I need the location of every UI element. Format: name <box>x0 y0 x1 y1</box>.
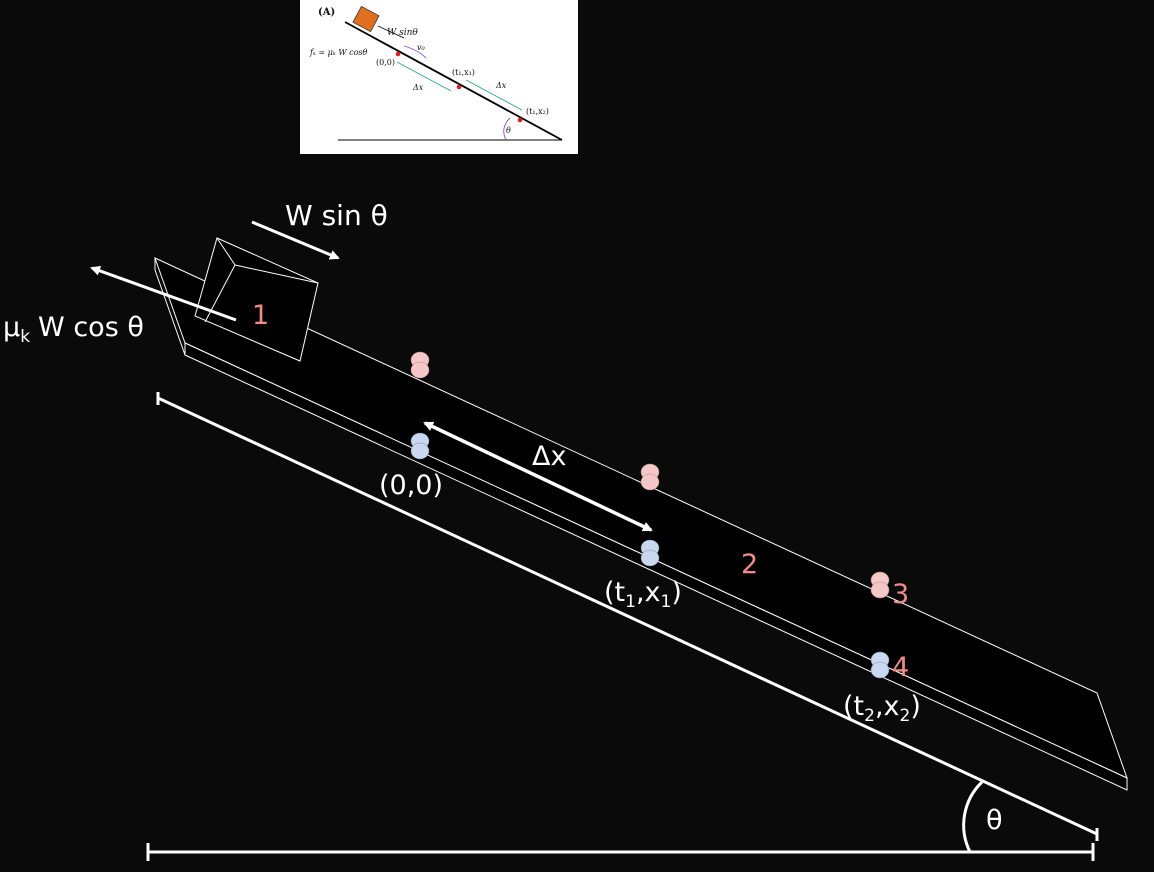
sliding-block <box>194 237 319 362</box>
p1-t: (t <box>604 577 625 608</box>
pink-marker-1 <box>410 351 430 379</box>
point-1-label: (t1,x1) <box>604 577 682 612</box>
p2-sub-t: 2 <box>864 706 875 726</box>
reference-figure-inset: (A) W sinθ v₀ fₖ = μₖ W cosθ (0,0) (t₁,x… <box>300 0 578 154</box>
pink-marker-2 <box>640 463 660 491</box>
wsin-label: W sin θ <box>285 199 388 232</box>
delta-x-label: Δx <box>532 441 566 472</box>
pink-marker-3 <box>870 571 890 599</box>
block-edge-3 <box>204 264 236 323</box>
inset-panel-label: (A) <box>318 7 335 18</box>
inset-point-origin <box>395 51 401 57</box>
inset-dx-arrow-2 <box>465 79 523 111</box>
number-4: 4 <box>892 652 909 683</box>
p1-sub-t: 1 <box>625 592 636 612</box>
block-edge-2 <box>234 264 319 284</box>
inset-incline-line <box>344 21 563 141</box>
inset-v0-label: v₀ <box>417 43 426 52</box>
inset-dx-label-1: Δx <box>412 83 424 92</box>
p2-x: ,x <box>875 691 900 722</box>
inset-dx-label-2: Δx <box>495 81 507 90</box>
blue-marker-1 <box>640 539 660 567</box>
number-2: 2 <box>741 549 758 580</box>
inset-origin-label: (0,0) <box>376 58 395 67</box>
inset-point-2 <box>517 117 523 123</box>
inset-wsin-label: W sinθ <box>387 28 418 38</box>
origin-label: (0,0) <box>379 470 443 501</box>
p2-t: (t <box>843 691 864 722</box>
inset-dx-arrow-1 <box>396 61 452 92</box>
block-outline <box>194 237 319 362</box>
mu-subscript: k <box>20 327 30 347</box>
blue-marker-origin <box>410 432 430 460</box>
inset-v0-arrow <box>403 45 427 59</box>
base-dimension-line <box>146 843 1095 861</box>
inset-diagram: (A) W sinθ v₀ fₖ = μₖ W cosθ (0,0) (t₁,x… <box>309 5 563 141</box>
p1-x: ,x <box>636 577 661 608</box>
wsin-arrow <box>251 220 340 260</box>
inset-theta-arc <box>503 117 511 141</box>
theta-arc <box>962 780 984 853</box>
blue-marker-2 <box>870 651 890 679</box>
wcos-text: W cos θ <box>38 312 144 343</box>
inset-theta-label: θ <box>506 126 511 135</box>
mu-symbol: μ <box>3 312 20 343</box>
p1-sub-x: 1 <box>661 592 672 612</box>
friction-arrow <box>90 266 237 322</box>
delta-x-arrow <box>423 421 653 532</box>
p2-sub-x: 2 <box>900 706 911 726</box>
number-1: 1 <box>252 300 269 331</box>
inset-p1-label: (t₁,x₁) <box>452 68 475 77</box>
ramp-front-face <box>184 342 1128 791</box>
theta-label: θ <box>986 805 1003 836</box>
hypotenuse-dimension-line <box>156 392 1099 841</box>
number-3: 3 <box>892 579 909 610</box>
inset-point-1 <box>456 84 462 90</box>
inset-wsin-arrow <box>377 25 405 39</box>
inset-block <box>352 5 380 33</box>
inset-p2-label: (t₁,x₂) <box>526 107 549 116</box>
block-edge-1 <box>216 237 236 266</box>
p2-close: ) <box>910 691 921 722</box>
ramp-side-edge <box>154 269 186 356</box>
friction-label: μk W cos θ <box>3 312 144 347</box>
point-2-label: (t2,x2) <box>843 691 921 726</box>
p1-close: ) <box>671 577 682 608</box>
inset-friction-label: fₖ = μₖ W cosθ <box>309 48 367 57</box>
